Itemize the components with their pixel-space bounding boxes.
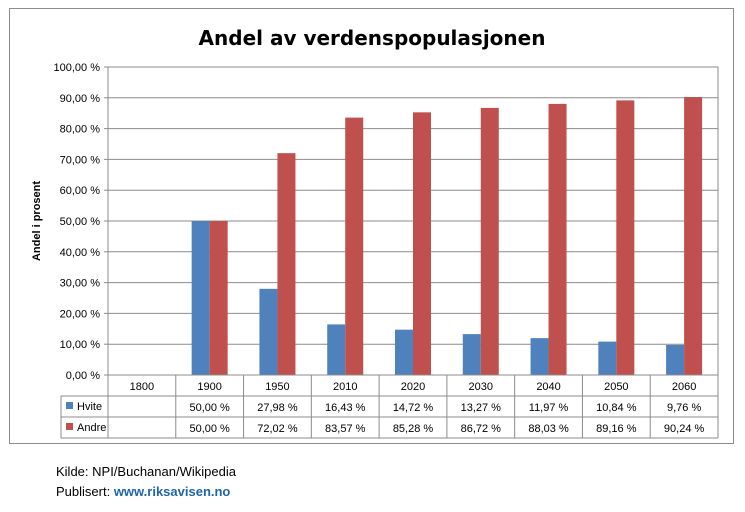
data-label: 27,98 %	[257, 402, 298, 414]
data-label: 11,97 %	[529, 402, 569, 414]
x-tick-label: 2060	[672, 381, 696, 393]
y-tick-label: 90,00 %	[60, 93, 101, 105]
x-tick-label: 2040	[536, 381, 560, 393]
y-tick-label: 0,00 %	[66, 370, 100, 382]
data-label: 13,27 %	[461, 402, 502, 414]
published-line: Publisert: www.riksavisen.no	[56, 482, 236, 502]
bar-andre-2050	[616, 100, 635, 375]
bar-andre-2010	[345, 117, 364, 375]
bar-hvite-2050	[598, 341, 617, 375]
bar-andre-2040	[548, 103, 567, 375]
legend-swatch-andre	[66, 423, 73, 430]
x-tick-label: 2020	[401, 381, 425, 393]
bar-hvite-2060	[666, 344, 685, 375]
data-label: 50,00 %	[189, 402, 230, 414]
data-table: 1800 1900 1950 2010 2020 2030 2040 2050 2060 Hvit…	[60, 374, 719, 439]
y-tick-label: 30,00 %	[60, 278, 101, 290]
y-ticks: 0,00 % 10,00 % 20,00 % 30,00 % 40,00 % 50,00 …	[54, 62, 101, 382]
y-tick-label: 10,00 %	[60, 339, 101, 351]
x-tick-label: 1950	[265, 381, 289, 393]
bar-andre-2020	[413, 112, 431, 376]
bar-hvite-1950	[259, 288, 278, 375]
data-label: 83,57 %	[325, 423, 366, 435]
y-tick-label: 60,00 %	[60, 185, 101, 197]
bar-hvite-2010	[327, 324, 346, 375]
x-tick-label: 2010	[333, 381, 357, 393]
bars	[191, 97, 703, 376]
y-tick-label: 20,00 %	[60, 308, 101, 320]
y-tick-label: 80,00 %	[60, 124, 101, 136]
x-tick-label: 2050	[604, 381, 628, 393]
y-tick-label: 50,00 %	[60, 216, 101, 228]
data-label: 90,24 %	[664, 423, 705, 435]
data-label: 9,76 %	[667, 402, 701, 414]
data-label: 10,84 %	[596, 402, 637, 414]
legend-label-andre: Andre	[77, 422, 106, 434]
bar-andre-2060	[684, 97, 703, 376]
bar-hvite-2040	[530, 338, 549, 375]
data-label: 86,72 %	[461, 423, 502, 435]
credits: Kilde: NPI/Buchanan/Wikipedia Publisert:…	[56, 462, 236, 502]
bar-hvite-2020	[395, 329, 413, 375]
bar-hvite-1900	[191, 221, 210, 375]
chart-frame: Andel av verdenspopulasjonen Andel i pro…	[9, 8, 734, 444]
data-label: 89,16 %	[596, 423, 637, 435]
chart-title: Andel av verdenspopulasjonen	[199, 26, 546, 50]
data-label: 14,72 %	[393, 402, 434, 414]
legend-label-hvite: Hvite	[77, 401, 102, 413]
y-tick-label: 40,00 %	[60, 247, 101, 259]
y-tick-label: 100,00 %	[54, 62, 101, 74]
x-tick-label: 1900	[197, 381, 221, 393]
published-link[interactable]: www.riksavisen.no	[113, 484, 231, 499]
data-label: 50,00 %	[189, 423, 230, 435]
data-label: 72,02 %	[257, 423, 298, 435]
data-label: 88,03 %	[528, 423, 569, 435]
data-label: 85,28 %	[393, 423, 434, 435]
y-tick-label: 70,00 %	[60, 154, 101, 166]
bar-chart: Andel av verdenspopulasjonen Andel i pro…	[31, 26, 719, 439]
x-tick-label: 2030	[469, 381, 493, 393]
source-text: Kilde: NPI/Buchanan/Wikipedia	[56, 464, 236, 479]
bar-andre-1900	[209, 221, 228, 375]
bar-andre-2030	[480, 107, 499, 375]
bar-hvite-2030	[462, 334, 481, 375]
y-axis-label: Andel i prosent	[31, 181, 43, 261]
published-label: Publisert:	[56, 484, 114, 499]
x-tick-label: 1800	[130, 381, 154, 393]
legend-swatch-hvite	[66, 402, 73, 409]
data-label: 16,43 %	[325, 402, 366, 414]
bar-andre-1950	[277, 153, 296, 375]
